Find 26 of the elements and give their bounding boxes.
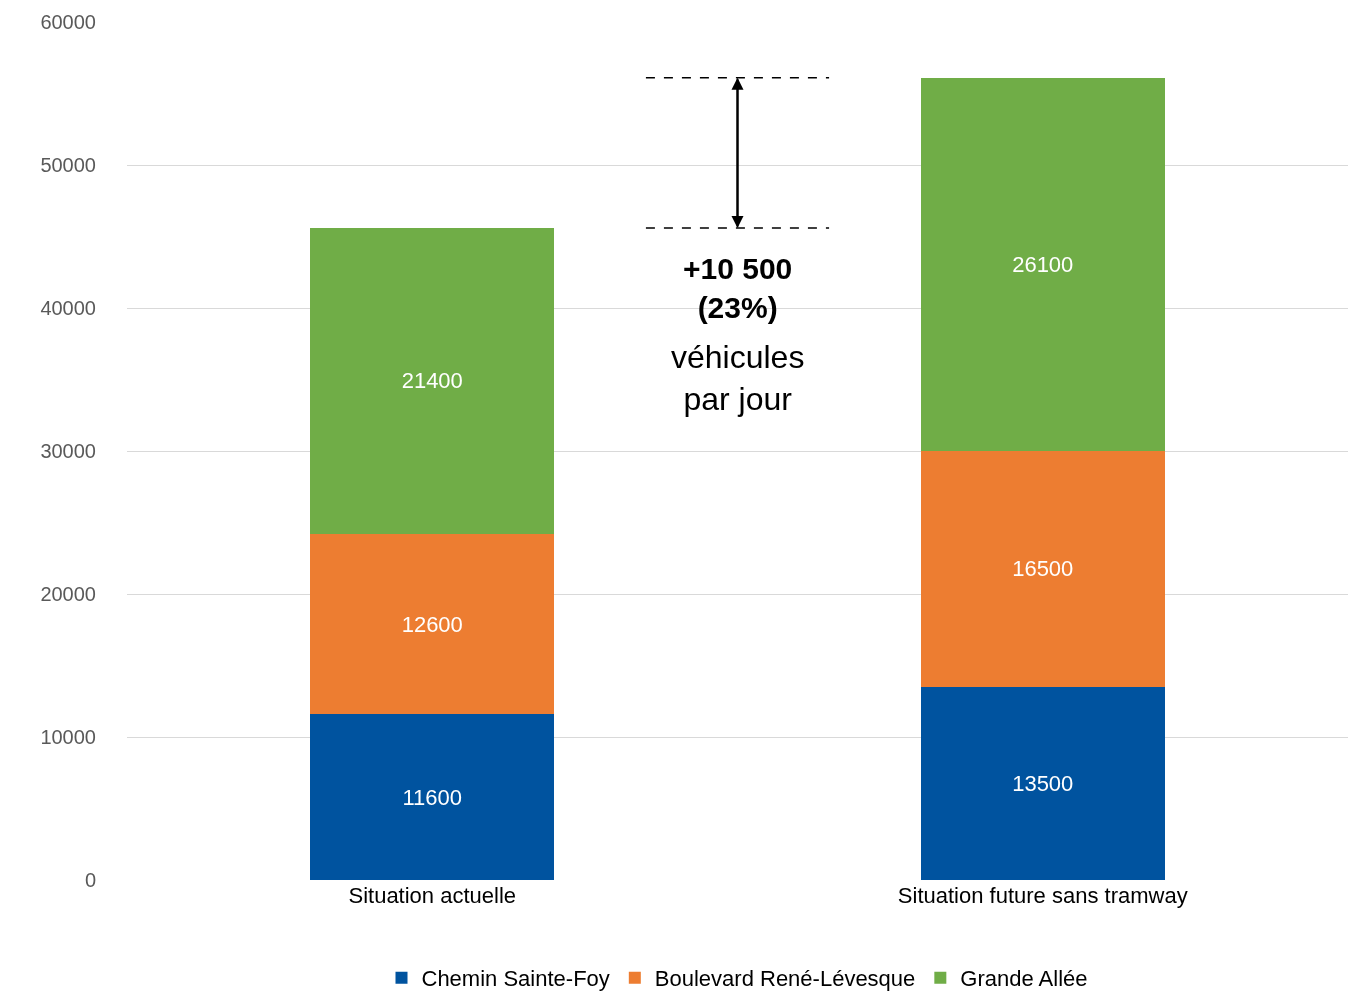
y-tick-label: 20000: [40, 583, 96, 605]
y-tick-label: 10000: [40, 726, 96, 748]
y-tick-label: 40000: [40, 297, 96, 319]
y-tick-label: 50000: [40, 154, 96, 176]
data-label: 11600: [402, 784, 463, 810]
bar: [920, 451, 1165, 687]
data-label: 12600: [401, 611, 463, 637]
bar: [920, 686, 1165, 880]
data-label: 21400: [401, 368, 463, 394]
annotation: véhicules par jour: [671, 339, 805, 417]
legend-label: Chemin Sainte-Foy: [421, 966, 610, 992]
data-label: 16500: [1012, 556, 1074, 582]
legend-label: Boulevard René-Lévesque: [654, 966, 916, 992]
bar: [310, 714, 555, 880]
legend-label: Grande Allée: [960, 966, 1088, 992]
annotation: +10 500 (23%): [683, 252, 793, 324]
data-label: 13500: [1012, 770, 1074, 796]
bar: [310, 227, 555, 534]
data-label: 26100: [1012, 251, 1074, 277]
x-tick-label: Situation future sans tramway: [897, 883, 1188, 908]
x-tick-label: Situation actuelle: [348, 883, 517, 908]
y-tick-label: 0: [84, 869, 96, 891]
y-tick-label: 30000: [40, 440, 96, 462]
y-tick-label: 60000: [40, 11, 96, 33]
bar: [310, 533, 555, 715]
bar: [920, 77, 1165, 451]
